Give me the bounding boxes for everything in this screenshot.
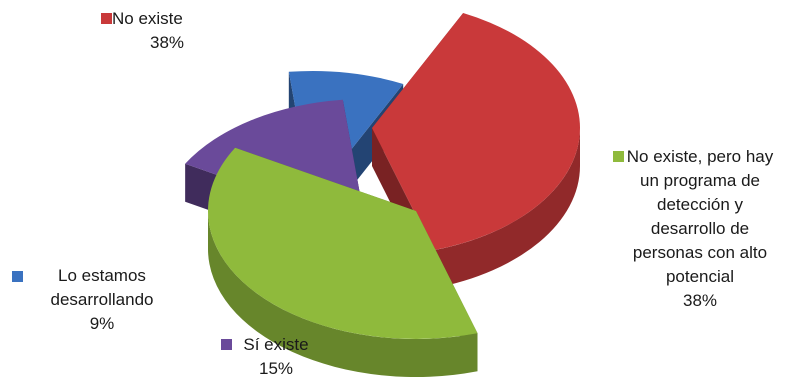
pie-slice-1: [207, 147, 478, 377]
slice-label-2: Sí existe 15%: [221, 335, 309, 378]
slice-label-text: un programa de: [640, 171, 760, 190]
slice-percent: 15%: [259, 359, 293, 378]
slice-label-text: No existe: [112, 9, 183, 28]
slice-percent: 38%: [150, 33, 184, 52]
pie-slices: [185, 12, 581, 377]
legend-marker: [613, 151, 624, 162]
slice-percent: 9%: [90, 314, 115, 333]
slice-label-text: No existe, pero hay: [627, 147, 774, 166]
slice-label-text: desarrollando: [50, 290, 153, 309]
legend-marker: [221, 339, 232, 350]
slice-label-3: Lo estamos desarrollando 9%: [12, 266, 154, 333]
slice-label-1: No existe, pero hay un programa de detecci…: [613, 147, 774, 310]
pie-labels: No existe 38% No existe, pero hay un progra…: [12, 9, 774, 378]
slice-label-text: detección y: [657, 195, 743, 214]
slice-label-text: Lo estamos: [58, 266, 146, 285]
slice-label-text: Sí existe: [243, 335, 308, 354]
legend-marker: [101, 13, 112, 24]
slice-percent: 38%: [683, 291, 717, 310]
slice-label-text: desarrollo de: [651, 219, 749, 238]
legend-marker: [12, 271, 23, 282]
slice-label-text: potencial: [666, 267, 734, 286]
slice-label-0: No existe 38%: [101, 9, 184, 52]
slice-label-text: personas con alto: [633, 243, 767, 262]
